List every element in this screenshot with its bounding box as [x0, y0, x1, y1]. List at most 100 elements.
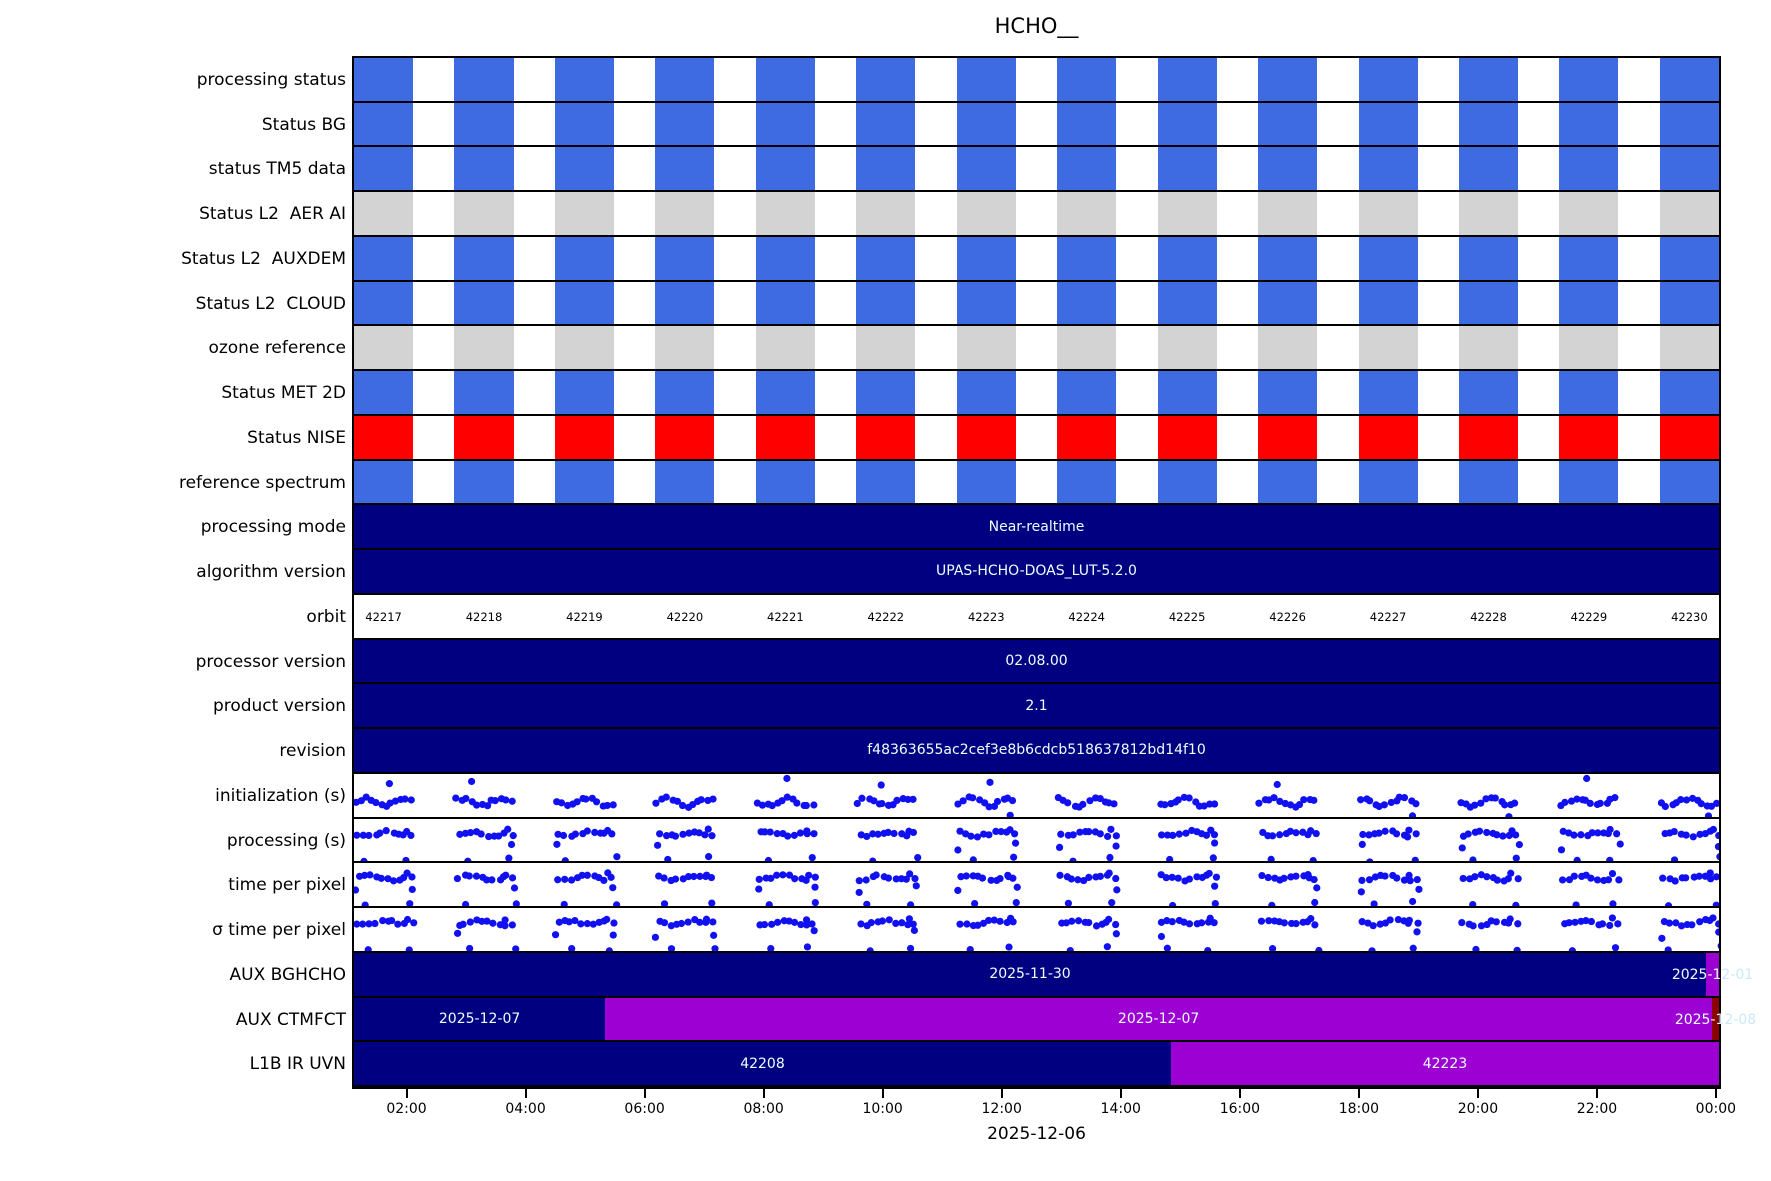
- orbit-number: 42230: [1671, 609, 1708, 624]
- status-bar: [1559, 326, 1619, 370]
- x-tick: [1357, 1089, 1360, 1098]
- scatter-dots: [354, 825, 1719, 862]
- segment-label: 2025-12-07: [438, 1010, 521, 1027]
- row-status-nise: [354, 415, 1719, 461]
- orbit-number: 42229: [1570, 609, 1608, 624]
- status-bar: [354, 371, 414, 414]
- status-bar: [655, 236, 715, 280]
- row-label-aux-ctmfct: AUX CTMFCT: [235, 1009, 346, 1030]
- row-reference-spectrum: [354, 460, 1719, 506]
- status-bar: [655, 102, 715, 146]
- status-bar: [1659, 460, 1719, 504]
- row-label-status-nise: Status NISE: [247, 427, 346, 448]
- status-bar: [454, 460, 514, 504]
- row-label-orbit: orbit: [306, 606, 346, 627]
- segment-label: 42208: [740, 1055, 785, 1072]
- status-bar: [554, 192, 614, 235]
- segment: 2025-11-30: [354, 952, 1707, 996]
- row-aux-ctmfct: 2025-12-07 2025-12-07 2025-12-08: [354, 997, 1719, 1043]
- overflow-label: 2025-12-01: [1719, 966, 1754, 983]
- segment-label: 42223: [1422, 1055, 1468, 1072]
- status-bar: [1458, 236, 1519, 280]
- status-bar: [956, 147, 1016, 191]
- status-bar: [655, 326, 715, 370]
- row-status-l2-auxdem: [354, 236, 1719, 282]
- segment-label: UPAS-HCHO-DOAS_LUT-5.2.0: [936, 563, 1137, 580]
- x-tick-label: 04:00: [505, 1101, 546, 1117]
- status-bar: [755, 58, 815, 101]
- orbit-number: 42223: [967, 609, 1005, 624]
- status-bar: [856, 371, 916, 414]
- status-bar: [1057, 236, 1117, 280]
- status-bar: [1258, 281, 1318, 325]
- segment-label: 2.1: [1025, 697, 1048, 714]
- status-bar: [856, 281, 916, 325]
- chart-title: HCHO__: [994, 14, 1079, 38]
- status-bar: [1157, 192, 1217, 235]
- status-bar: [1358, 192, 1418, 235]
- status-bar: [354, 415, 414, 459]
- status-bar: [755, 326, 815, 370]
- row-revision: f48363655ac2cef3e8b6cdcb518637812bd14f10: [354, 729, 1719, 774]
- status-bar: [354, 326, 414, 370]
- status-bar: [1358, 102, 1418, 146]
- row-ozone-reference: [354, 326, 1719, 372]
- status-bar: [554, 326, 614, 370]
- scatter-dots: [354, 774, 1719, 817]
- status-bar: [554, 58, 614, 101]
- row-label-processing-status: processing status: [196, 70, 346, 90]
- status-bar: [1157, 102, 1217, 146]
- status-bar: [554, 460, 614, 504]
- status-bar: [1258, 415, 1318, 459]
- status-bar: [554, 102, 614, 146]
- orbit-number: 42217: [365, 609, 402, 624]
- orbit-number: 42226: [1269, 609, 1306, 624]
- x-tick: [643, 1089, 646, 1098]
- status-bar: [554, 236, 614, 280]
- segment-label: 2025-12-01: [1671, 966, 1719, 983]
- status-bar: [1258, 102, 1318, 146]
- row-label-revision: revision: [279, 741, 346, 762]
- x-axis-date-label: 2025-12-06: [987, 1124, 1086, 1144]
- row-label-algorithm-version: algorithm version: [196, 562, 346, 583]
- row-time-per-pixel: [354, 863, 1719, 909]
- status-bar: [956, 371, 1016, 414]
- status-bar: [1458, 371, 1519, 414]
- status-bar: [956, 281, 1016, 325]
- status-bar: [755, 415, 815, 459]
- segment: [1706, 952, 1719, 996]
- orbit-number: 42222: [867, 609, 905, 624]
- status-bar: [856, 147, 916, 191]
- status-bar: [454, 415, 514, 459]
- status-bar: [1258, 192, 1318, 235]
- status-bar: [1358, 58, 1418, 101]
- x-tick: [1476, 1089, 1479, 1098]
- row-label-status-met-2d: Status MET 2D: [221, 383, 346, 404]
- status-bar: [1057, 102, 1117, 146]
- row-processing-mode: Near-realtime: [354, 505, 1719, 551]
- segment: 2025-12-07: [354, 997, 606, 1041]
- scatter-dots: [354, 869, 1719, 907]
- x-tick-label: 16:00: [1219, 1101, 1261, 1117]
- orbit-number: 42221: [767, 609, 804, 624]
- status-bar: [1659, 326, 1719, 370]
- status-bar: [1659, 192, 1719, 235]
- status-bar: [956, 102, 1016, 146]
- status-bar: [655, 415, 715, 459]
- segment: f48363655ac2cef3e8b6cdcb518637812bd14f10: [354, 729, 1719, 772]
- status-bar: [554, 415, 614, 459]
- segment-label: 02.08.00: [1005, 652, 1068, 669]
- row-algorithm-version: UPAS-HCHO-DOAS_LUT-5.2.0: [354, 550, 1719, 595]
- status-bar: [856, 102, 916, 146]
- status-bar: [1358, 415, 1418, 459]
- orbit-number: 42225: [1168, 609, 1206, 624]
- row-product-version: 2.1: [354, 684, 1719, 730]
- status-bar: [354, 236, 414, 280]
- status-bar: [1258, 236, 1318, 280]
- status-bar: [1157, 371, 1217, 414]
- status-bar: [354, 192, 414, 235]
- row-label-l1b-ir-uvn: L1B IR UVN: [249, 1054, 346, 1075]
- status-bar: [1358, 326, 1418, 370]
- status-bar: [1559, 102, 1619, 146]
- status-bar: [956, 326, 1016, 370]
